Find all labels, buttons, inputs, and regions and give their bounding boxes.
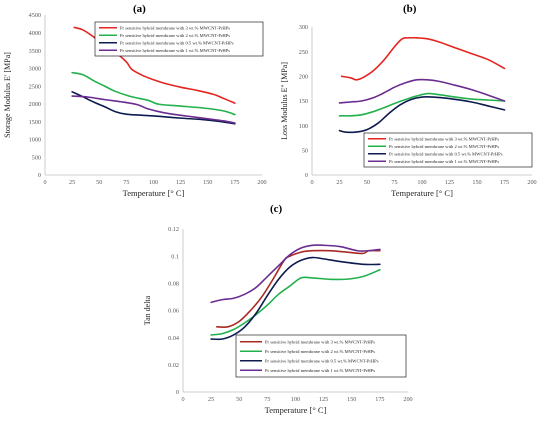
legend: Pr sensitive hybrid membrane with 3 wt.%… [363, 132, 533, 168]
y-axis-label: Storage Modulus E' [MPa] [3, 52, 12, 138]
series-line-3 [71, 95, 236, 124]
x-tick-label: 150 [203, 179, 212, 186]
y-tick-label: 100 [299, 123, 308, 130]
x-tick-label: 125 [176, 179, 185, 186]
x-tick-label: 25 [336, 179, 342, 186]
legend-label: Pr sensitive hybrid membrane with 1 wt.%… [389, 159, 499, 164]
y-tick-label: 0.08 [168, 281, 179, 288]
x-tick-label: 200 [527, 179, 536, 186]
y-tick-label: 0.06 [168, 308, 179, 315]
legend-label: Pr sensitive hybrid membrane with 3 wt.%… [265, 339, 375, 344]
panel-b-tag: (b) [403, 3, 417, 15]
x-tick-label: 50 [96, 179, 102, 186]
y-tick-label: 0 [38, 172, 41, 179]
series-line-0 [215, 249, 381, 328]
y-tick-label: 1500 [29, 119, 41, 126]
x-tick-label: 75 [123, 179, 129, 186]
chart-c: 0 25 50 75 100 125 150 175 200 0 0.02 0.04 0.06 0.08 0… [143, 226, 413, 415]
panel-a-tag: (a) [133, 3, 146, 15]
x-tick-label: 100 [291, 396, 300, 403]
y-tick-label: 0 [176, 389, 179, 396]
x-tick-label: 125 [445, 179, 454, 186]
y-tick-label: 2500 [29, 83, 41, 90]
series-line-1 [71, 71, 236, 116]
y-tick-label: 3000 [29, 66, 41, 73]
y-tick-label: 150 [299, 98, 308, 105]
x-tick-label: 25 [208, 396, 214, 403]
y-tick-label: 200 [299, 74, 308, 81]
y-tick-label: 4500 [29, 12, 41, 19]
series-line-0 [340, 36, 506, 81]
x-tick-label: 50 [364, 179, 370, 186]
y-tick-label: 0.04 [168, 335, 179, 342]
y-tick-label: 0.12 [168, 226, 179, 233]
legend-box [235, 334, 407, 378]
series-line-2 [338, 96, 506, 134]
x-tick-label: 50 [236, 396, 242, 403]
y-axis-label: Tan delta [143, 295, 152, 325]
series-line-2 [210, 256, 381, 341]
legend-label: Pr sensitive hybrid membrane with 2 wt.%… [265, 349, 375, 354]
y-axis-label: Loss Modulus E'' [MPa] [280, 62, 289, 140]
y-tick-label: 500 [32, 154, 41, 161]
y-tick-label: 300 [299, 24, 308, 31]
x-tick-label: 175 [230, 179, 239, 186]
series-line-3 [338, 78, 506, 104]
x-tick-label: 75 [391, 179, 397, 186]
legend-label: Pr sensitive hybrid membrane with 0.5 wt… [120, 40, 234, 45]
x-axis-label: Temperature [° C] [391, 188, 453, 198]
x-tick-label: 125 [319, 396, 328, 403]
y-tick-label: 0.1 [171, 253, 179, 260]
y-tick-label: 3500 [29, 48, 41, 55]
x-tick-label: 150 [347, 396, 356, 403]
legend: Pr sensitive hybrid membrane with 3 wt.%… [235, 334, 407, 378]
x-tick-label: 0 [43, 179, 46, 186]
series-line-2 [71, 91, 236, 125]
legend-label: Pr sensitive hybrid membrane with 3 wt.%… [389, 136, 499, 141]
legend-label: Pr sensitive hybrid membrane with 0.5 wt… [265, 358, 379, 363]
y-tick-label: 0 [305, 172, 308, 179]
y-tick-label: 4000 [29, 30, 41, 37]
x-tick-label: 175 [500, 179, 509, 186]
legend-box [363, 132, 533, 168]
legend-box [94, 21, 264, 57]
x-tick-label: 100 [149, 179, 158, 186]
x-axis-label: Temperature [° C] [265, 405, 327, 415]
x-axis-label: Temperature [° C] [123, 188, 185, 198]
panel-c-tag: (c) [270, 203, 283, 215]
y-tick-label: 1000 [29, 137, 41, 144]
series-line-1 [210, 268, 381, 336]
y-tick-label: 250 [299, 49, 308, 56]
legend-label: Pr sensitive hybrid membrane with 2 wt.%… [389, 144, 499, 149]
series-line-3 [210, 244, 381, 304]
y-tick-label: 50 [302, 148, 308, 155]
x-tick-label: 0 [310, 179, 313, 186]
x-tick-label: 0 [181, 396, 184, 403]
legend-label: Pr sensitive hybrid membrane with 1 wt.%… [265, 368, 375, 373]
series-line-1 [338, 92, 506, 117]
x-tick-label: 150 [472, 179, 481, 186]
chart-b: 0 25 50 75 100 125 150 175 200 0 50 100 150 200 250 300… [280, 24, 537, 198]
x-tick-label: 100 [417, 179, 426, 186]
x-tick-label: 75 [264, 396, 270, 403]
chart-a: 0 25 50 75 100 125 150 175 200050010001500200025… [3, 12, 267, 198]
x-tick-label: 175 [375, 396, 384, 403]
legend: Pr sensitive hybrid membrane with 3 wt.%… [94, 21, 264, 57]
legend-label: Pr sensitive hybrid membrane with 0.5 wt… [389, 151, 503, 156]
x-tick-label: 200 [403, 396, 412, 403]
x-tick-label: 200 [257, 179, 266, 186]
legend-label: Pr sensitive hybrid membrane with 1 wt.%… [120, 48, 230, 53]
legend-label: Pr sensitive hybrid membrane with 3 wt.%… [120, 25, 230, 30]
y-tick-label: 0.02 [168, 362, 179, 369]
x-tick-label: 25 [69, 179, 75, 186]
legend-label: Pr sensitive hybrid membrane with 2 wt.%… [120, 33, 230, 38]
y-tick-label: 2000 [29, 101, 41, 108]
